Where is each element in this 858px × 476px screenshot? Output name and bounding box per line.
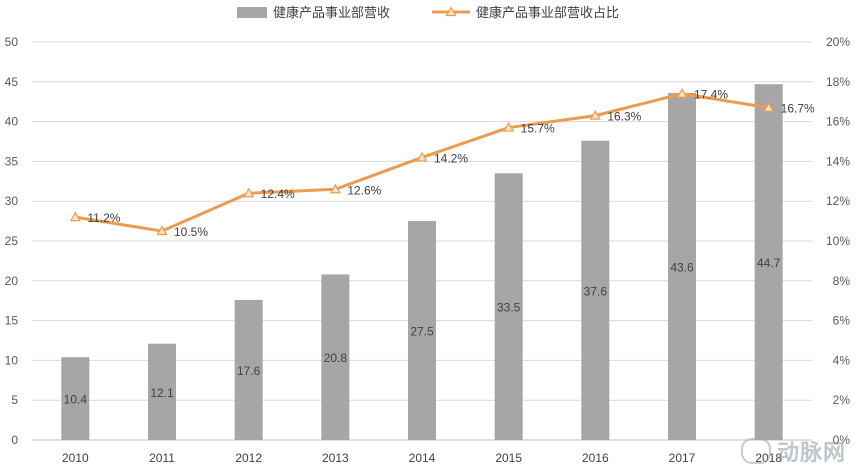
line-value-label: 15.7% <box>521 122 555 136</box>
x-tick-label: 2012 <box>235 451 262 465</box>
y-left-tick-label: 35 <box>5 154 19 168</box>
bar <box>408 221 436 440</box>
bar-value-label: 27.5 <box>410 325 434 339</box>
y-right-tick-label: 0% <box>833 433 851 447</box>
line-point-marker <box>69 211 81 222</box>
legend-label-bar: 健康产品事业部营收 <box>273 5 390 20</box>
line-point-marker <box>763 101 775 112</box>
legend-swatch-bar <box>237 7 267 18</box>
x-tick-label: 2014 <box>409 451 436 465</box>
bar-value-label: 44.7 <box>757 256 781 270</box>
line-path <box>75 92 769 233</box>
line-value-label: 14.2% <box>434 151 468 165</box>
line-value-label: 16.7% <box>781 102 815 116</box>
y-left-tick-label: 50 <box>5 35 19 49</box>
line-point-marker <box>156 225 168 236</box>
line-value-label: 16.3% <box>607 110 641 124</box>
y-right-tick-label: 16% <box>826 115 850 129</box>
bar-value-label: 43.6 <box>670 260 694 274</box>
y-right-tick-label: 6% <box>833 314 851 328</box>
bar <box>234 299 263 440</box>
y-right-tick-label: 20% <box>826 35 850 49</box>
bar-series: 10.4 12.1 17.6 20.8 27.5 33.5 37.6 43.6 44.7 <box>61 84 783 441</box>
bar <box>61 357 90 440</box>
watermark: 动脉网 <box>740 435 846 467</box>
y-right-tick-label: 8% <box>833 274 851 288</box>
line-point-marker <box>329 183 341 194</box>
y-left-tick-label: 20 <box>5 274 19 288</box>
y-left-tick-label: 10 <box>5 353 19 367</box>
y-right-tick-label: 14% <box>826 154 850 168</box>
bar-value-label: 20.8 <box>324 351 348 365</box>
y-left-tick-label: 40 <box>5 115 19 129</box>
bar <box>754 84 783 441</box>
watermark-text: 动脉网 <box>776 441 846 466</box>
y-left-tick-label: 45 <box>5 75 19 89</box>
line-value-label: 11.2% <box>87 211 120 225</box>
x-tick-label: 2011 <box>149 451 175 465</box>
line-point-marker <box>676 88 688 98</box>
legend: 健康产品事业部营收 健康产品事业部营收占比 <box>237 5 619 20</box>
line-series: 11.2% 10.5% 12.4% 12.6% 14.2% 15.7% 16.3% 17.4%… <box>69 88 815 239</box>
bar <box>321 274 350 440</box>
bar <box>668 92 696 440</box>
y-left-tick-label: 15 <box>5 314 19 328</box>
line-value-label: 17.4% <box>694 88 728 102</box>
y-left-tick-label: 5 <box>11 393 18 407</box>
bar-value-label: 12.1 <box>150 386 174 400</box>
line-value-label: 10.5% <box>174 225 208 239</box>
watermark-logo-icon <box>740 438 771 464</box>
legend-label-line: 健康产品事业部营收占比 <box>476 5 619 20</box>
x-tick-label: 2013 <box>322 451 349 465</box>
bar-value-label: 33.5 <box>497 301 521 315</box>
line-point-marker <box>243 187 255 198</box>
y-left-tick-label: 30 <box>5 194 19 208</box>
y-right-tick-label: 4% <box>833 353 851 367</box>
y-left-tick-label: 25 <box>5 234 19 248</box>
line-value-label: 12.6% <box>347 183 381 197</box>
x-tick-label: 2017 <box>669 451 696 465</box>
y-right-tick-label: 12% <box>826 194 850 208</box>
bar <box>581 140 610 441</box>
bar-value-label: 10.4 <box>64 393 88 407</box>
line-value-label: 12.4% <box>261 187 295 201</box>
y-left-tick-label: 0 <box>11 433 18 447</box>
bar <box>148 343 176 440</box>
line-point-marker <box>416 151 428 162</box>
line-point-marker <box>589 109 601 120</box>
y-right-tick-label: 2% <box>833 393 851 407</box>
line-point-marker <box>503 121 515 132</box>
x-tick-label: 2016 <box>582 451 609 465</box>
bar <box>494 173 523 440</box>
y-right-tick-label: 18% <box>826 75 850 89</box>
x-tick-label: 2010 <box>62 451 89 465</box>
legend-marker-line <box>445 6 457 17</box>
bar-value-label: 37.6 <box>584 284 608 298</box>
x-tick-label: 2015 <box>495 451 522 465</box>
y-right-tick-label: 10% <box>826 234 850 248</box>
bar-value-label: 17.6 <box>237 364 261 378</box>
